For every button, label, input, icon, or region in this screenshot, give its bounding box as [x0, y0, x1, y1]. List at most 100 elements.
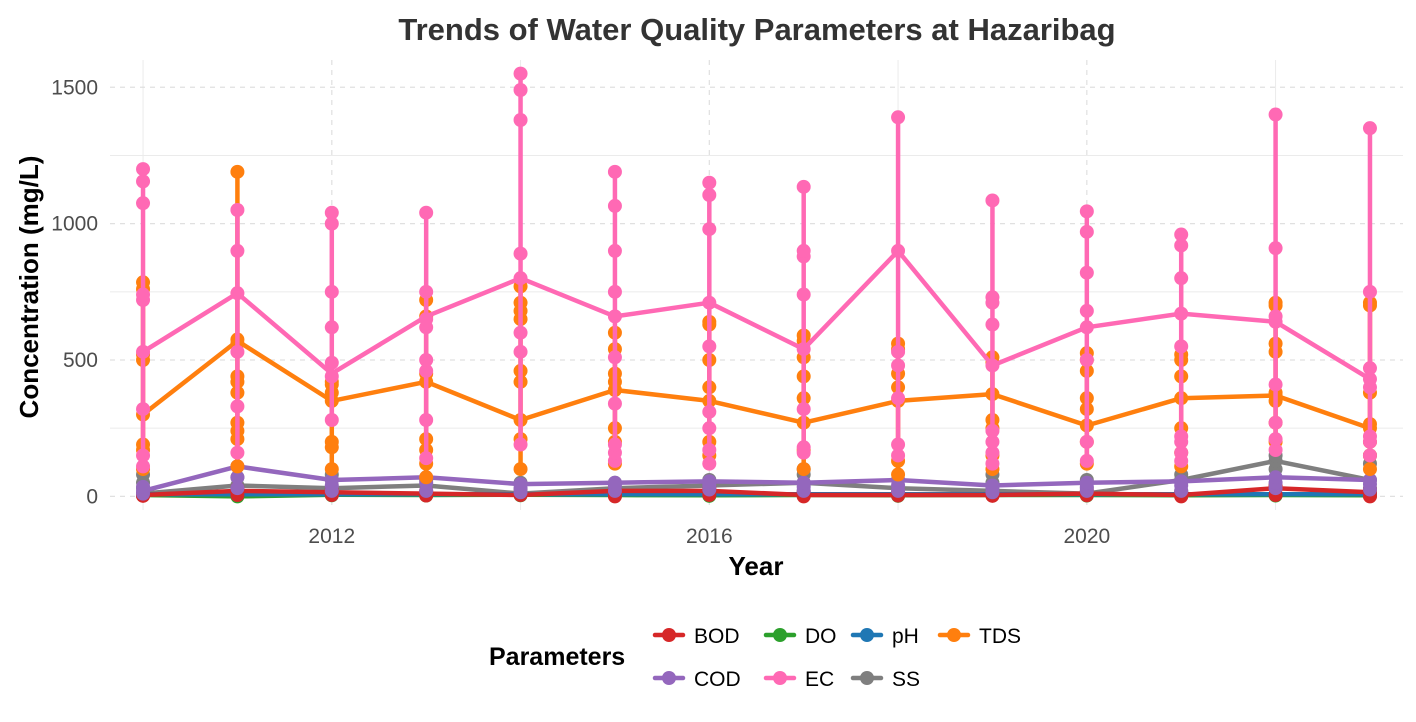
data-point-ec: [796, 243, 811, 258]
legend-item-bod: BOD: [652, 625, 740, 648]
data-point-ec: [1079, 265, 1094, 280]
data-point-ec: [985, 434, 1000, 449]
data-point-ec: [985, 423, 1000, 438]
legend-label: DO: [805, 625, 837, 648]
legend-label: BOD: [694, 625, 740, 648]
data-point-ec: [419, 205, 434, 220]
data-point-ec: [702, 421, 717, 436]
data-point-ec: [1174, 445, 1189, 460]
data-point-ec: [1268, 241, 1283, 256]
grid-lines: [110, 60, 1403, 510]
data-point-ec: [796, 342, 811, 357]
y-tick-label: 0: [86, 485, 98, 508]
data-point-ec: [891, 110, 906, 125]
legend-item-ph: pH: [850, 625, 919, 648]
data-point-ec: [1174, 227, 1189, 242]
legend-item-ec: EC: [763, 668, 834, 691]
data-point-ec: [513, 271, 528, 286]
data-point-ec: [1079, 204, 1094, 219]
data-point-ec: [136, 402, 151, 417]
data-point-ec: [513, 66, 528, 81]
data-point-ec: [1362, 372, 1377, 387]
x-tick-label: 2020: [1063, 525, 1110, 548]
data-point-ec: [513, 83, 528, 97]
data-point-ec: [513, 246, 528, 261]
data-point-ec: [985, 193, 1000, 208]
data-point-ec: [513, 113, 528, 127]
data-point-ec: [607, 164, 622, 179]
legend: Parameters BOD DO pH TDS COD EC SS: [489, 625, 1021, 691]
x-tick-label: 2012: [308, 525, 355, 548]
legend-item-cod: COD: [652, 668, 741, 691]
data-point-cod: [136, 479, 151, 494]
data-point-cod: [607, 475, 622, 490]
data-point-ec: [419, 413, 434, 427]
data-point-ec: [796, 287, 811, 302]
data-point-ec: [136, 162, 151, 177]
series-line-cod: [142, 464, 1371, 494]
y-tick-label: 1000: [51, 213, 98, 236]
data-point-ec: [324, 355, 339, 370]
series-line-tds: [141, 338, 1371, 431]
data-point-ec: [1079, 224, 1094, 239]
data-point-tds: [796, 462, 811, 477]
series-line-ec: [141, 248, 1372, 382]
data-point-ec: [1079, 320, 1094, 335]
data-point-ec: [324, 320, 339, 335]
x-tick-label: 2016: [686, 525, 733, 548]
data-point-cod: [1079, 475, 1094, 490]
legend-label: pH: [892, 625, 919, 648]
data-point-cod: [1362, 473, 1377, 487]
data-point-ec: [324, 369, 339, 384]
data-point-ec: [891, 358, 906, 373]
data-point-ec: [324, 205, 339, 220]
data-point-ec: [324, 284, 339, 299]
data-point-cod: [513, 477, 528, 492]
data-point-ec: [891, 437, 906, 452]
data-point-tds: [513, 462, 528, 477]
data-point-ec: [513, 437, 528, 452]
legend-key-point: [860, 671, 874, 685]
data-point-ec: [607, 437, 622, 452]
data-point-ec: [607, 309, 622, 324]
legend-item-ss: SS: [850, 668, 920, 691]
data-point-ec: [985, 358, 1000, 373]
data-point-ec: [1362, 284, 1377, 299]
data-point-ec: [419, 312, 434, 327]
data-point-ec: [985, 317, 1000, 332]
legend-key-point: [860, 628, 874, 642]
data-point-tds: [324, 462, 339, 477]
data-point-ec: [230, 243, 245, 258]
data-point-ec: [136, 287, 151, 302]
data-point-ec: [1362, 361, 1377, 376]
data-point-ec: [607, 243, 622, 258]
data-point-ec: [324, 216, 339, 231]
data-point-ec: [607, 350, 622, 365]
data-point-ec: [985, 456, 1000, 471]
data-point-tds: [891, 467, 906, 482]
axis-labels: Trends of Water Quality Parameters at Ha…: [14, 12, 1116, 581]
data-point-ec: [1362, 121, 1377, 136]
data-point-tds: [324, 434, 339, 449]
data-point-ec: [230, 445, 245, 460]
data-point-ec: [136, 344, 151, 359]
data-point-cod: [230, 470, 245, 485]
data-point-ec: [1268, 377, 1283, 392]
series-ec: [136, 66, 1377, 474]
data-point-ec: [1362, 429, 1377, 444]
legend-key-point: [773, 671, 787, 685]
data-point-ec: [891, 448, 906, 463]
data-point-ec: [1268, 443, 1283, 457]
data-point-ec: [1174, 306, 1189, 321]
legend-item-tds: TDS: [937, 625, 1021, 648]
legend-label: TDS: [979, 625, 1021, 648]
data-point-ec: [702, 443, 717, 457]
data-point-tds: [230, 164, 245, 179]
data-point-ec: [1268, 432, 1283, 447]
series-line-bod: [142, 485, 1371, 498]
data-point-ec: [513, 344, 528, 359]
data-point-ec: [419, 284, 434, 299]
data-point-ec: [136, 196, 151, 211]
data-point-ec: [607, 198, 622, 213]
